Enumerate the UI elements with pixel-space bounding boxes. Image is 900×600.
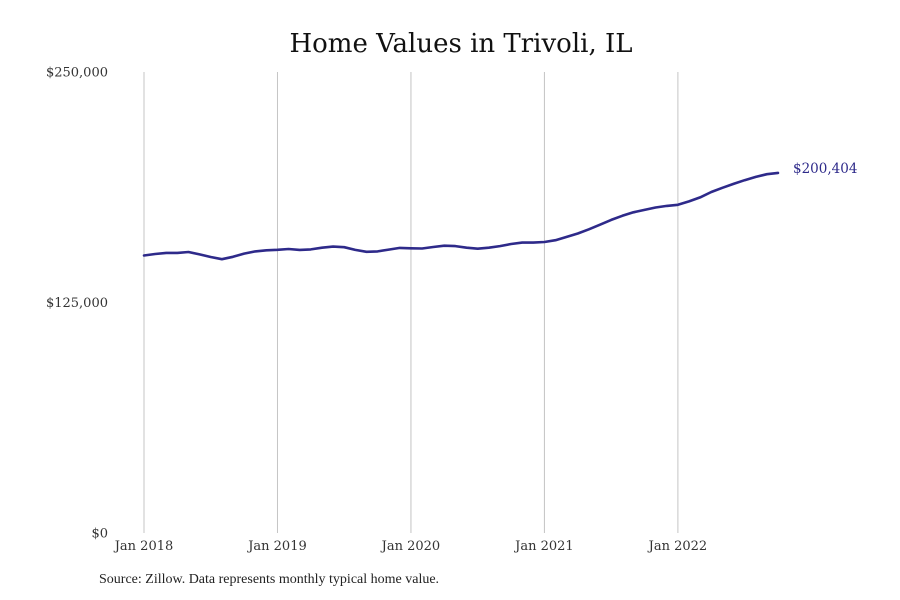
x-axis: Jan 2018 Jan 2019 Jan 2020 Jan 2021 Jan 2022	[113, 539, 707, 554]
end-value-label: $200,404	[793, 161, 857, 177]
x-tick-label: Jan 2018	[113, 539, 174, 554]
chart-title: Home Values in Trivoli, IL	[289, 29, 632, 59]
x-tick-label: Jan 2019	[246, 539, 307, 554]
x-tick-label: Jan 2022	[647, 539, 708, 554]
x-tick-label: Jan 2021	[513, 539, 574, 554]
x-tick-label: Jan 2020	[380, 539, 441, 554]
source-note: Source: Zillow. Data represents monthly …	[99, 572, 440, 587]
y-tick-label: $250,000	[46, 66, 108, 81]
y-tick-label: $0	[91, 527, 108, 542]
series-layer: $200,404	[142, 161, 857, 261]
y-axis: $0 $125,000 $250,000	[46, 66, 108, 542]
series-line	[142, 171, 780, 261]
y-tick-label: $125,000	[46, 296, 108, 311]
grid-lines	[143, 72, 679, 533]
